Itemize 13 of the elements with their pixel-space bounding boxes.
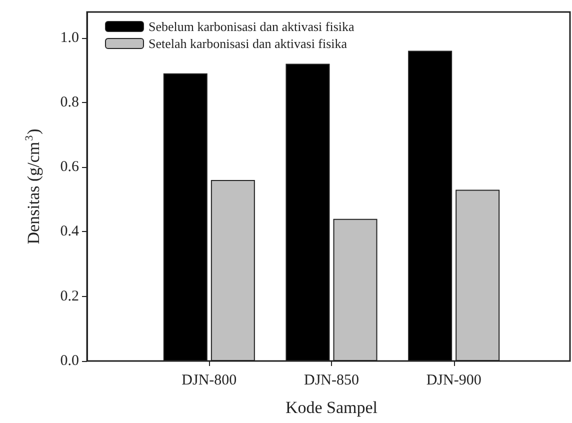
legend-label: Setelah karbonisasi dan aktivasi fisika	[148, 36, 348, 51]
y-tick-label: 0.2	[60, 288, 79, 304]
y-tick-label: 1.0	[60, 30, 79, 46]
y-axis-title: Densitas (g/cm3)	[24, 128, 43, 244]
legend-label: Sebelum karbonisasi dan aktivasi fisika	[148, 19, 355, 34]
x-tick-label: DJN-850	[304, 372, 359, 388]
x-tick-label: DJN-800	[182, 372, 237, 388]
y-tick-label: 0.4	[60, 224, 80, 240]
x-axis-title: Kode Sampel	[285, 398, 378, 417]
x-tick-label: DJN-900	[426, 372, 482, 388]
y-tick-label: 0.0	[60, 353, 79, 369]
y-tick-label: 0.8	[60, 94, 79, 110]
y-tick-label: 0.6	[60, 159, 80, 176]
